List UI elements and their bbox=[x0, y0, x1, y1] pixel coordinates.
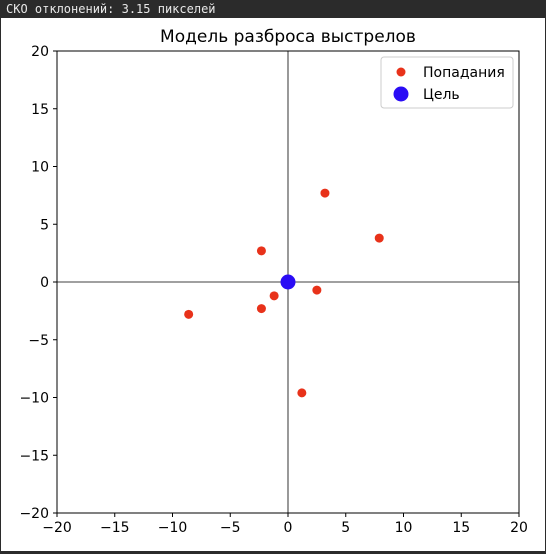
y-tick-label: 20 bbox=[31, 44, 49, 60]
status-line: СКО отклонений: 3.15 пикселей bbox=[0, 0, 546, 18]
x-tick-label: −20 bbox=[42, 520, 72, 536]
y-axis: −20 −15 −10 −5 0 5 10 15 20 bbox=[19, 44, 57, 522]
y-tick-label: 10 bbox=[31, 160, 49, 176]
hit-point bbox=[256, 246, 266, 256]
data-points bbox=[184, 188, 384, 398]
y-tick-label: −20 bbox=[19, 506, 49, 522]
x-tick-label: −15 bbox=[100, 520, 130, 536]
y-tick-label: 5 bbox=[40, 217, 49, 233]
target-point bbox=[280, 274, 296, 290]
x-tick-label: −10 bbox=[158, 520, 188, 536]
legend: Попадания Цель bbox=[380, 56, 514, 109]
hit-point bbox=[312, 285, 322, 295]
x-tick-label: 15 bbox=[452, 520, 470, 536]
hit-point bbox=[320, 188, 330, 198]
hit-point bbox=[269, 291, 279, 301]
x-axis: −20 −15 −10 −5 0 5 10 15 20 bbox=[42, 513, 528, 536]
legend-label: Попадания bbox=[423, 65, 505, 81]
legend-marker bbox=[393, 86, 409, 102]
hit-point bbox=[256, 304, 266, 314]
y-tick-label: −15 bbox=[19, 448, 49, 464]
legend-label: Цель bbox=[423, 87, 460, 103]
figure: Модель разброса выстрелов −20 −15 −10 −5 0 5 1… bbox=[1, 18, 545, 551]
x-tick-label: 0 bbox=[284, 520, 293, 536]
hit-point bbox=[374, 233, 384, 243]
y-tick-label: 0 bbox=[40, 275, 49, 291]
x-tick-label: −5 bbox=[220, 520, 241, 536]
x-tick-label: 5 bbox=[341, 520, 350, 536]
y-tick-label: −5 bbox=[28, 333, 49, 349]
y-tick-label: −10 bbox=[19, 391, 49, 407]
y-tick-label: 15 bbox=[31, 102, 49, 118]
x-tick-label: 20 bbox=[510, 520, 528, 536]
hit-point bbox=[184, 309, 194, 319]
scatter-chart: Модель разброса выстрелов −20 −15 −10 −5 0 5 1… bbox=[19, 27, 528, 536]
hit-point bbox=[297, 388, 307, 398]
chart-title: Модель разброса выстрелов bbox=[160, 27, 416, 47]
x-tick-label: 10 bbox=[395, 520, 413, 536]
legend-box bbox=[380, 56, 514, 109]
legend-marker bbox=[396, 67, 406, 77]
